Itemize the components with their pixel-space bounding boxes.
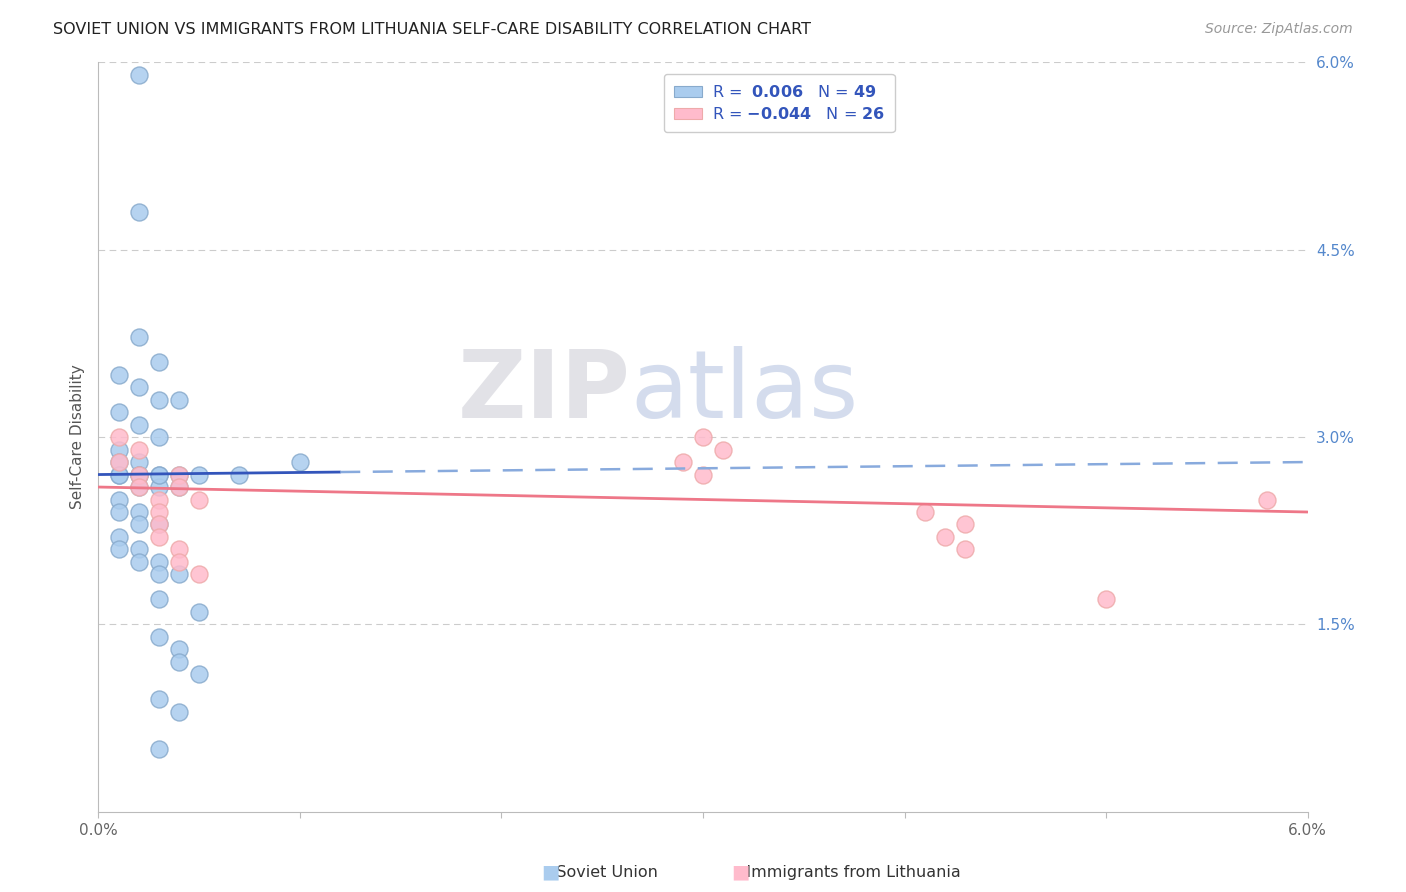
Point — [107, 467, 129, 482]
Point — [148, 530, 170, 544]
Point — [188, 492, 211, 507]
Point — [128, 417, 150, 432]
Text: ■: ■ — [731, 863, 749, 882]
Point — [148, 630, 170, 644]
Point — [167, 555, 190, 569]
Point — [167, 467, 190, 482]
Point — [148, 517, 170, 532]
Point — [148, 480, 170, 494]
Point — [148, 467, 170, 482]
Point — [107, 442, 129, 457]
Point — [167, 705, 190, 719]
Point — [148, 430, 170, 444]
Point — [128, 467, 150, 482]
Text: SOVIET UNION VS IMMIGRANTS FROM LITHUANIA SELF-CARE DISABILITY CORRELATION CHART: SOVIET UNION VS IMMIGRANTS FROM LITHUANI… — [53, 22, 811, 37]
Point — [128, 68, 150, 82]
Point — [188, 605, 211, 619]
Point — [128, 480, 150, 494]
Point — [1095, 592, 1118, 607]
Point — [167, 392, 190, 407]
Point — [228, 467, 250, 482]
Point — [167, 567, 190, 582]
Point — [148, 592, 170, 607]
Point — [128, 380, 150, 394]
Point — [128, 330, 150, 344]
Point — [128, 480, 150, 494]
Point — [167, 542, 190, 557]
Point — [692, 467, 714, 482]
Point — [107, 455, 129, 469]
Point — [148, 505, 170, 519]
Point — [148, 555, 170, 569]
Point — [148, 467, 170, 482]
Point — [167, 480, 190, 494]
Point — [107, 467, 129, 482]
Point — [128, 517, 150, 532]
Point — [107, 368, 129, 382]
Y-axis label: Self-Care Disability: Self-Care Disability — [70, 365, 86, 509]
Point — [128, 505, 150, 519]
Point — [188, 667, 211, 681]
Point — [107, 455, 129, 469]
Point — [167, 642, 190, 657]
Point — [711, 442, 734, 457]
Point — [288, 455, 311, 469]
Text: ■: ■ — [541, 863, 560, 882]
Point — [188, 567, 211, 582]
Point — [128, 442, 150, 457]
Text: Soviet Union: Soviet Union — [541, 865, 658, 880]
Point — [148, 355, 170, 369]
Point — [1256, 492, 1278, 507]
Point — [167, 655, 190, 669]
Point — [692, 430, 714, 444]
Point — [128, 555, 150, 569]
Point — [953, 517, 976, 532]
Point — [128, 467, 150, 482]
Point — [107, 505, 129, 519]
Point — [167, 480, 190, 494]
Point — [953, 542, 976, 557]
Legend: R =  $\bf{0.006}$   N = $\bf{49}$, R = $\bf{-0.044}$   N = $\bf{26}$: R = $\bf{0.006}$ N = $\bf{49}$, R = $\bf… — [664, 74, 894, 132]
Point — [148, 392, 170, 407]
Point — [107, 492, 129, 507]
Point — [148, 517, 170, 532]
Point — [148, 567, 170, 582]
Point — [148, 742, 170, 756]
Point — [934, 530, 956, 544]
Point — [148, 492, 170, 507]
Point — [128, 542, 150, 557]
Point — [672, 455, 695, 469]
Point — [107, 430, 129, 444]
Point — [167, 467, 190, 482]
Point — [128, 205, 150, 219]
Text: Source: ZipAtlas.com: Source: ZipAtlas.com — [1205, 22, 1353, 37]
Text: Immigrants from Lithuania: Immigrants from Lithuania — [731, 865, 960, 880]
Text: atlas: atlas — [630, 346, 859, 438]
Point — [148, 692, 170, 706]
Point — [107, 405, 129, 419]
Point — [914, 505, 936, 519]
Point — [188, 467, 211, 482]
Point — [107, 542, 129, 557]
Point — [107, 530, 129, 544]
Point — [128, 455, 150, 469]
Point — [128, 467, 150, 482]
Text: ZIP: ZIP — [457, 346, 630, 438]
